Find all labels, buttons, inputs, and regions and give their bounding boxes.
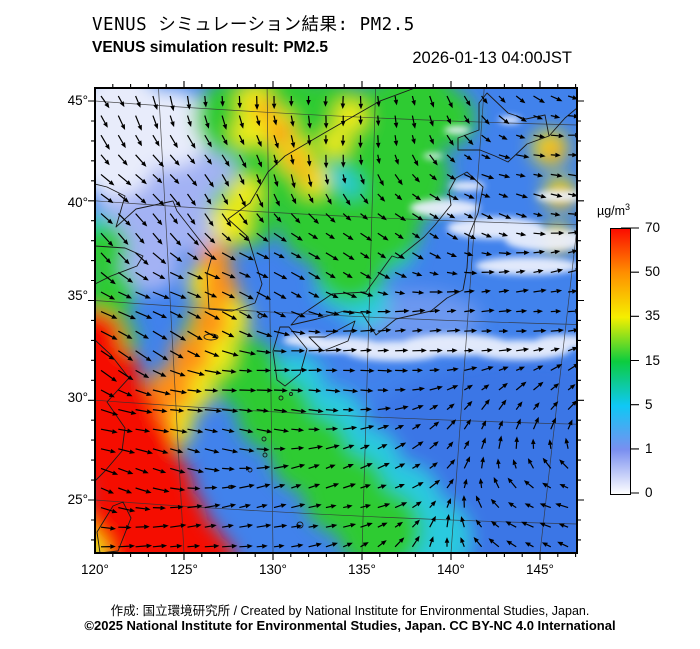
page-title-english: VENUS simulation result: PM2.5	[92, 39, 328, 56]
graticule-grid	[95, 88, 577, 553]
wind-vector-field	[100, 95, 577, 549]
lon-label-130: 130°	[259, 562, 287, 577]
lat-label-25: 25°	[67, 492, 88, 507]
lat-label-30: 30°	[67, 390, 88, 405]
colorbar-label-5: 5	[645, 397, 653, 412]
credit-line: 作成: 国立環境研究所 / Created by National Instit…	[110, 604, 590, 618]
map-border	[94, 87, 578, 554]
copyright-line: ©2025 National Institute for Environment…	[84, 618, 616, 633]
map-canvas	[95, 88, 577, 553]
pm25-field	[95, 88, 577, 553]
pm25-field-base	[95, 88, 577, 553]
lat-label-45: 45°	[67, 93, 88, 108]
colorbar-label-70: 70	[645, 220, 661, 235]
lon-label-140: 140°	[437, 562, 465, 577]
colorbar-label-0: 0	[645, 485, 653, 500]
colorbar-label-15: 15	[645, 353, 661, 368]
colorbar-label-50: 50	[645, 264, 661, 279]
colorbar	[610, 228, 631, 495]
colorbar-label-35: 35	[645, 308, 661, 323]
colorbar-unit: µg/m3	[597, 202, 631, 219]
lat-label-40: 40°	[67, 195, 88, 210]
page-title-japanese: VENUS シミュレーション結果: PM2.5	[92, 15, 415, 35]
lon-label-145: 145°	[526, 562, 554, 577]
lon-label-135: 135°	[348, 562, 376, 577]
low-concentration-streaks	[283, 116, 577, 361]
lat-label-35: 35°	[67, 288, 88, 303]
lon-label-125: 125°	[170, 562, 198, 577]
axis-ticks	[88, 81, 584, 560]
timestamp: 2026-01-13 04:00JST	[412, 49, 572, 67]
coastlines	[95, 88, 577, 553]
colorbar-label-1: 1	[645, 441, 653, 456]
lon-label-120: 120°	[81, 562, 109, 577]
